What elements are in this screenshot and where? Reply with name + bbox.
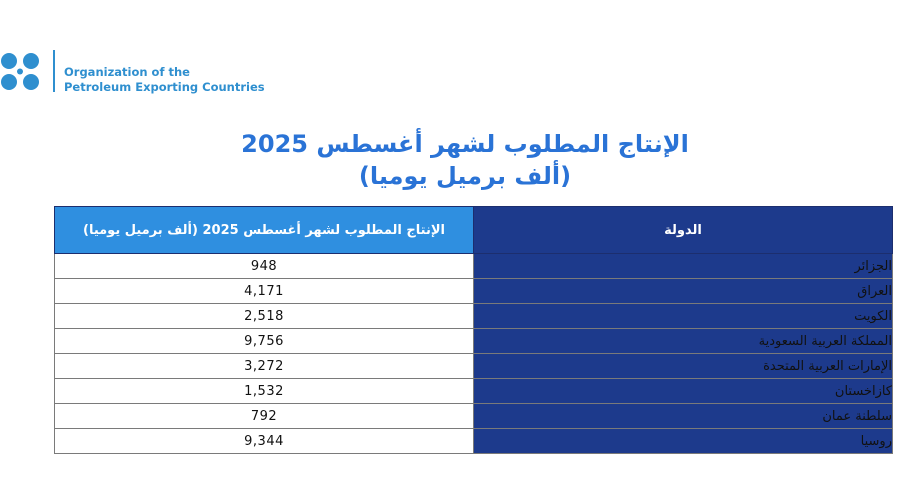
column-header-production: الإنتاج المطلوب لشهر أغسطس 2025 (ألف برم… <box>54 206 474 254</box>
production-value: 3,272 <box>54 353 474 379</box>
production-value: 1,532 <box>54 378 474 404</box>
country-name: كازاخستان <box>473 378 893 404</box>
org-name-line2: Petroleum Exporting Countries <box>64 80 265 94</box>
country-name: سلطنة عمان <box>473 403 893 429</box>
page-subtitle: (ألف برميل يوميا) <box>358 162 572 190</box>
table-row: 3,272 الإمارات العربية المتحدة <box>54 353 893 379</box>
production-value: 4,171 <box>54 278 474 304</box>
production-value: 792 <box>54 403 474 429</box>
table-row: 9,344 روسيا <box>54 428 893 454</box>
table-row: 948 الجزائر <box>54 253 893 279</box>
country-name: المملكة العربية السعودية <box>473 328 893 354</box>
column-header-country: الدولة <box>473 206 893 254</box>
opec-logo-icon <box>1 53 39 90</box>
table-row: 2,518 الكويت <box>54 303 893 329</box>
production-value: 2,518 <box>54 303 474 329</box>
country-name: الكويت <box>473 303 893 329</box>
country-name: العراق <box>473 278 893 304</box>
production-value: 9,344 <box>54 428 474 454</box>
organization-name: Organization of the Petroleum Exporting … <box>64 65 265 95</box>
table-header-row: الإنتاج المطلوب لشهر أغسطس 2025 (ألف برم… <box>54 206 893 254</box>
country-name: روسيا <box>473 428 893 454</box>
production-value: 948 <box>54 253 474 279</box>
table-row: 1,532 كازاخستان <box>54 378 893 404</box>
table-row: 9,756 المملكة العربية السعودية <box>54 328 893 354</box>
table-row: 792 سلطنة عمان <box>54 403 893 429</box>
logo-divider <box>53 50 55 92</box>
country-name: الإمارات العربية المتحدة <box>473 353 893 379</box>
production-value: 9,756 <box>54 328 474 354</box>
production-table: الإنتاج المطلوب لشهر أغسطس 2025 (ألف برم… <box>54 206 893 454</box>
page-title: الإنتاج المطلوب لشهر أغسطس 2025 <box>241 130 689 158</box>
country-name: الجزائر <box>473 253 893 279</box>
org-name-line1: Organization of the <box>64 65 190 79</box>
table-row: 4,171 العراق <box>54 278 893 304</box>
